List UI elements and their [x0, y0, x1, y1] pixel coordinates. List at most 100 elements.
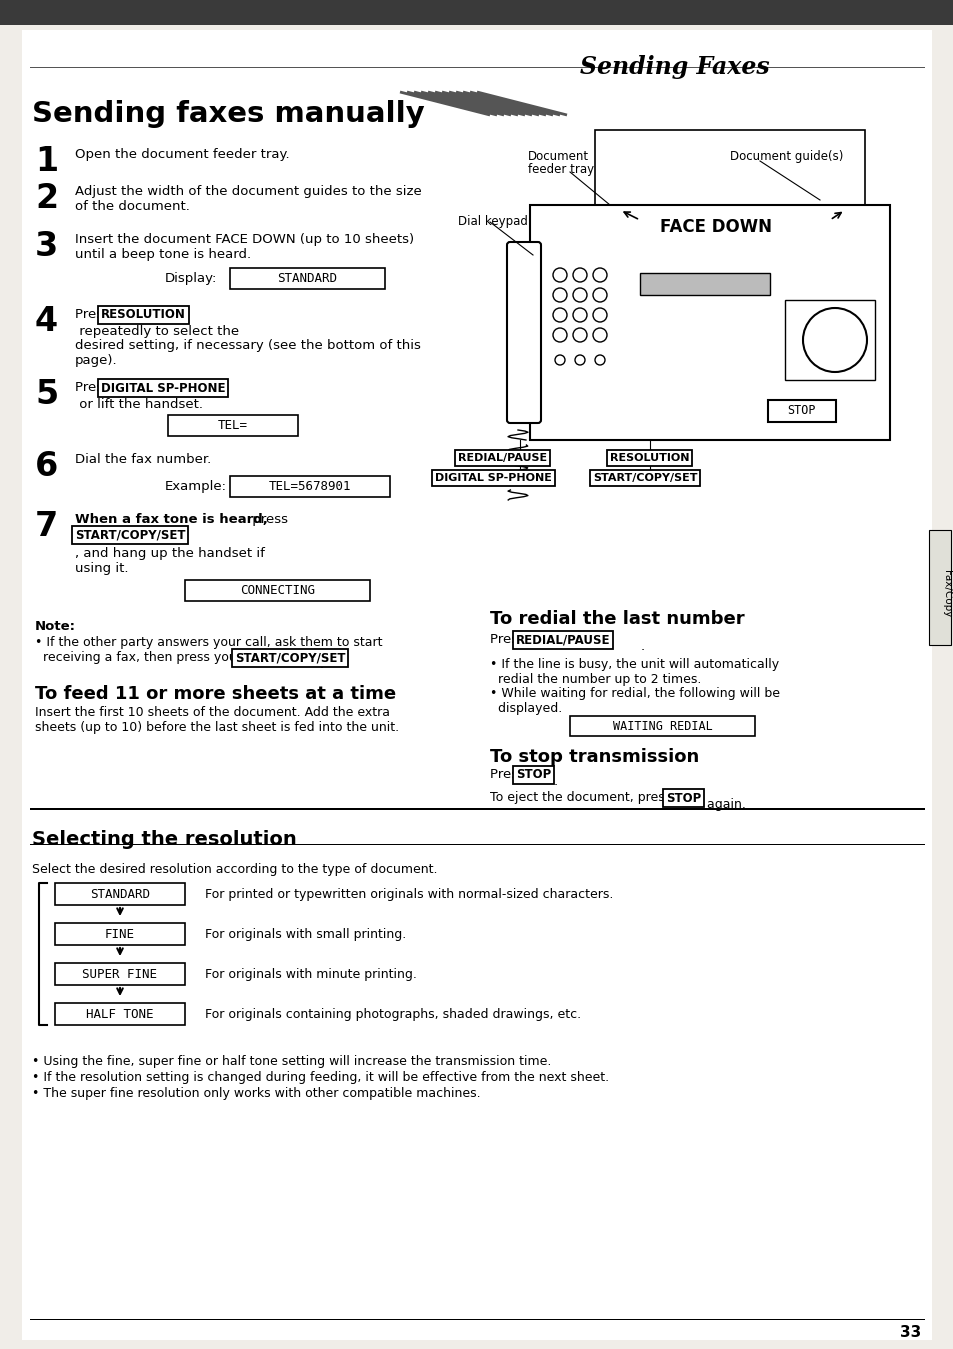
- Bar: [55, 963, 185, 985]
- Text: sheets (up to 10) before the last sheet is fed into the unit.: sheets (up to 10) before the last sheet …: [35, 720, 398, 734]
- Text: press: press: [248, 513, 288, 526]
- Text: For originals with minute printing.: For originals with minute printing.: [205, 969, 416, 981]
- Text: STANDARD: STANDARD: [277, 272, 337, 285]
- Text: receiving a fax, then press your: receiving a fax, then press your: [35, 652, 246, 664]
- Text: SUPER FINE: SUPER FINE: [82, 967, 157, 981]
- Text: page).: page).: [75, 353, 117, 367]
- Text: • While waiting for redial, the following will be: • While waiting for redial, the followin…: [490, 687, 780, 700]
- Bar: [767, 401, 835, 422]
- Text: DIGITAL SP-PHONE: DIGITAL SP-PHONE: [435, 473, 551, 483]
- Text: Document: Document: [527, 150, 589, 163]
- Text: WAITING REDIAL: WAITING REDIAL: [612, 719, 712, 733]
- Text: 7: 7: [35, 510, 58, 544]
- Text: Press: Press: [490, 768, 529, 781]
- Text: Press: Press: [75, 308, 114, 321]
- Text: displayed.: displayed.: [490, 701, 561, 715]
- Text: REDIAL/PAUSE: REDIAL/PAUSE: [457, 453, 547, 463]
- Bar: [230, 268, 385, 289]
- Bar: [530, 205, 889, 440]
- Bar: [55, 884, 185, 905]
- FancyBboxPatch shape: [506, 241, 540, 424]
- Text: • Using the fine, super fine or half tone setting will increase the transmission: • Using the fine, super fine or half ton…: [32, 1055, 551, 1068]
- Text: START/COPY/SET: START/COPY/SET: [75, 529, 185, 541]
- Bar: [55, 923, 185, 946]
- Text: STOP: STOP: [516, 769, 551, 781]
- Text: START/COPY/SET: START/COPY/SET: [593, 473, 697, 483]
- Text: Document guide(s): Document guide(s): [729, 150, 842, 163]
- Text: 33: 33: [899, 1325, 921, 1340]
- Text: Note:: Note:: [35, 621, 76, 633]
- Text: using it.: using it.: [75, 563, 129, 575]
- Text: CONNECTING: CONNECTING: [240, 584, 314, 598]
- Text: 2: 2: [35, 182, 58, 214]
- Text: FINE: FINE: [105, 928, 135, 940]
- Text: Dial the fax number.: Dial the fax number.: [75, 453, 211, 465]
- Text: REDIAL/PAUSE: REDIAL/PAUSE: [516, 634, 610, 646]
- Text: 5: 5: [35, 378, 58, 411]
- Text: RESOLUTION: RESOLUTION: [609, 453, 689, 463]
- Text: Select the desired resolution according to the type of document.: Select the desired resolution according …: [32, 863, 437, 876]
- Text: To redial the last number: To redial the last number: [490, 610, 744, 629]
- Bar: [928, 530, 950, 645]
- Text: STANDARD: STANDARD: [90, 888, 150, 901]
- Bar: [30, 66, 924, 67]
- Text: FACE DOWN: FACE DOWN: [659, 219, 771, 236]
- Text: • If the other party answers your call, ask them to start: • If the other party answers your call, …: [35, 635, 382, 649]
- Text: Insert the document FACE DOWN (up to 10 sheets): Insert the document FACE DOWN (up to 10 …: [75, 233, 414, 246]
- Bar: [168, 415, 297, 436]
- Text: For printed or typewritten originals with normal-sized characters.: For printed or typewritten originals wit…: [205, 888, 613, 901]
- Text: RESOLUTION: RESOLUTION: [101, 309, 186, 321]
- Text: again.: again.: [702, 799, 745, 811]
- Text: START/COPY/SET: START/COPY/SET: [234, 652, 345, 665]
- Text: DIGITAL SP-PHONE: DIGITAL SP-PHONE: [101, 382, 225, 394]
- Text: Selecting the resolution: Selecting the resolution: [32, 830, 296, 849]
- Text: Press: Press: [490, 633, 529, 646]
- Bar: [30, 808, 924, 809]
- Text: 3: 3: [35, 229, 58, 263]
- Text: To eject the document, press: To eject the document, press: [490, 791, 675, 804]
- Text: repeatedly to select the: repeatedly to select the: [75, 325, 239, 339]
- Text: TEL=5678901: TEL=5678901: [269, 480, 351, 492]
- Text: Adjust the width of the document guides to the size: Adjust the width of the document guides …: [75, 185, 421, 198]
- Text: Insert the first 10 sheets of the document. Add the extra: Insert the first 10 sheets of the docume…: [35, 706, 390, 719]
- Text: .: .: [554, 774, 558, 788]
- Text: When a fax tone is heard,: When a fax tone is heard,: [75, 513, 268, 526]
- Bar: [30, 1318, 924, 1321]
- Text: 4: 4: [35, 305, 58, 339]
- Bar: [595, 130, 864, 205]
- Text: desired setting, if necessary (see the bottom of this: desired setting, if necessary (see the b…: [75, 339, 420, 352]
- Text: Example:: Example:: [165, 480, 227, 492]
- Text: Dial keypad: Dial keypad: [457, 214, 527, 228]
- Text: For originals with small printing.: For originals with small printing.: [205, 928, 406, 942]
- Bar: [185, 580, 370, 602]
- Text: Sending faxes manually: Sending faxes manually: [32, 100, 424, 128]
- Text: .: .: [319, 658, 324, 670]
- Bar: [569, 716, 754, 737]
- Text: • The super fine resolution only works with other compatible machines.: • The super fine resolution only works w…: [32, 1087, 480, 1099]
- Text: To stop transmission: To stop transmission: [490, 747, 699, 766]
- Text: HALF TONE: HALF TONE: [86, 1008, 153, 1020]
- Text: 1: 1: [35, 144, 58, 178]
- Text: STOP: STOP: [787, 405, 816, 417]
- Text: Sending Faxes: Sending Faxes: [579, 55, 769, 80]
- Text: Open the document feeder tray.: Open the document feeder tray.: [75, 148, 290, 161]
- Bar: [639, 272, 769, 295]
- Text: TEL=: TEL=: [218, 420, 248, 432]
- Text: until a beep tone is heard.: until a beep tone is heard.: [75, 248, 251, 260]
- Text: .: .: [640, 639, 644, 653]
- Text: Display:: Display:: [165, 272, 217, 285]
- Text: 6: 6: [35, 451, 58, 483]
- Text: STOP: STOP: [665, 792, 700, 804]
- Text: Fax/Copy: Fax/Copy: [941, 571, 951, 618]
- Text: redial the number up to 2 times.: redial the number up to 2 times.: [490, 673, 700, 687]
- Text: To feed 11 or more sheets at a time: To feed 11 or more sheets at a time: [35, 685, 395, 703]
- Text: or lift the handset.: or lift the handset.: [75, 398, 203, 411]
- Bar: [230, 476, 390, 496]
- Text: feeder tray: feeder tray: [527, 163, 594, 175]
- Text: • If the line is busy, the unit will automatically: • If the line is busy, the unit will aut…: [490, 658, 779, 670]
- Text: , and hang up the handset if: , and hang up the handset if: [75, 546, 265, 560]
- Bar: [0, 0, 953, 26]
- Text: For originals containing photographs, shaded drawings, etc.: For originals containing photographs, sh…: [205, 1008, 580, 1021]
- Text: Press: Press: [75, 380, 114, 394]
- Text: of the document.: of the document.: [75, 200, 190, 213]
